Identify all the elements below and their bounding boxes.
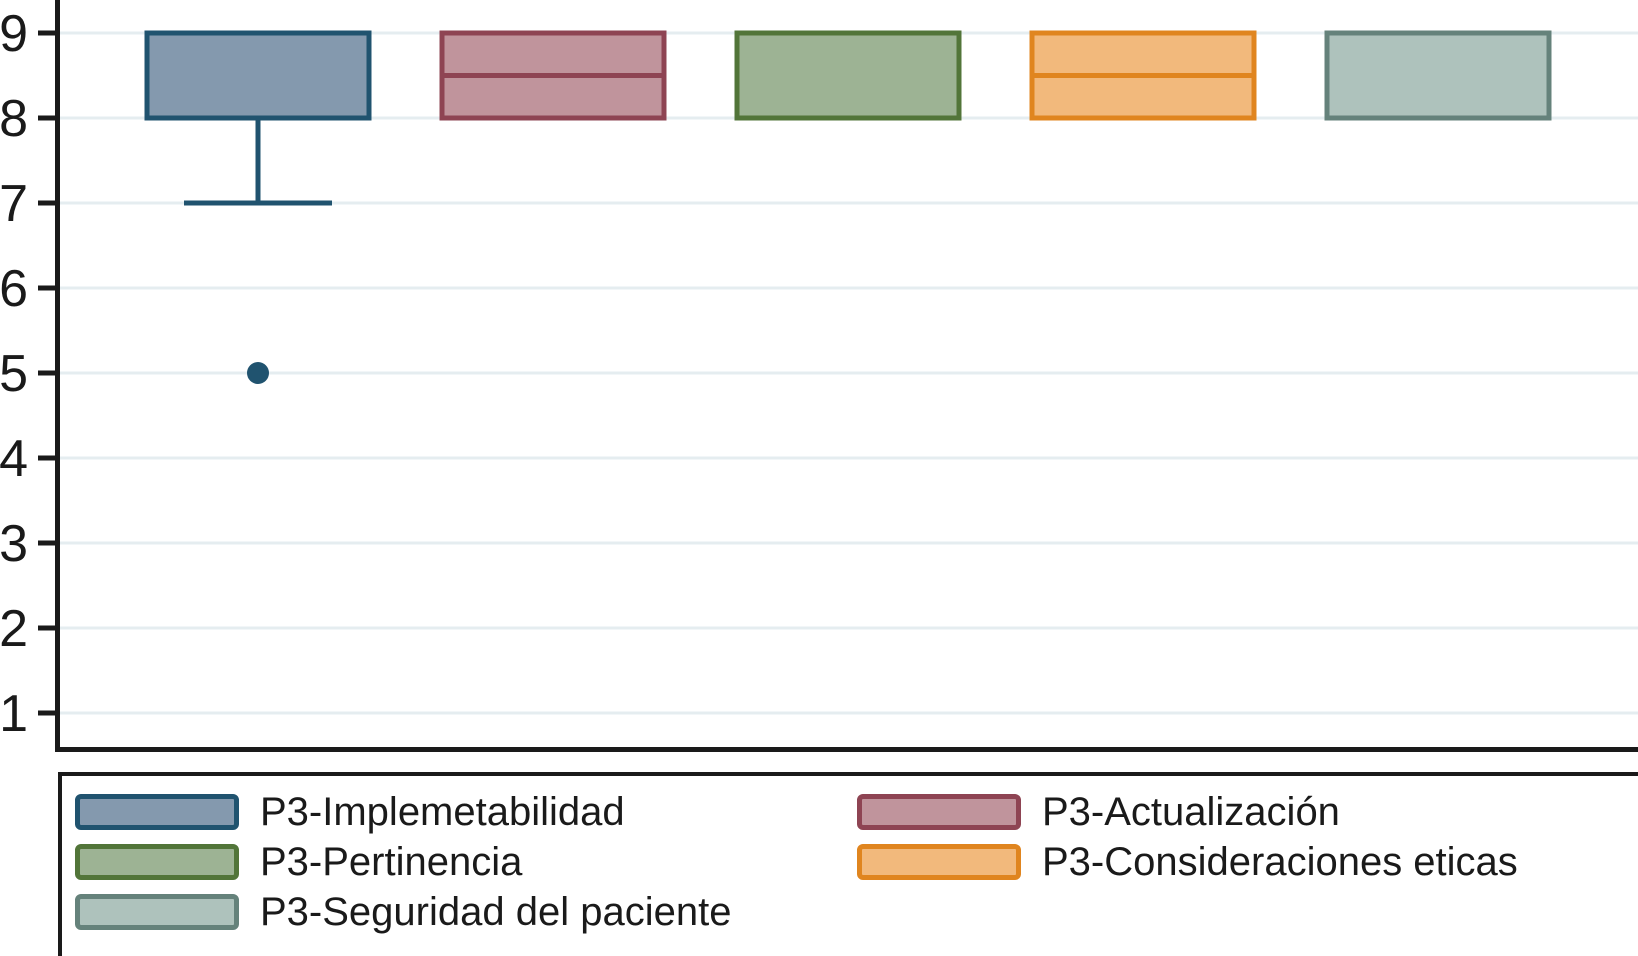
- y-axis-tick-label: 6: [0, 260, 28, 318]
- legend-entry: P3-Pertinencia: [75, 837, 857, 887]
- legend-swatch: [75, 894, 239, 930]
- legend-label: P3-Pertinencia: [260, 840, 523, 884]
- legend-column-left: P3-Implemetabilidad P3-Pertinencia P3-Segu…: [75, 787, 857, 956]
- y-axis-tick-label: 8: [0, 90, 28, 148]
- boxplot-chart: 1 2 3 4 5 6 7 8 9: [0, 0, 1638, 752]
- y-axis-tick-label: 9: [0, 5, 28, 63]
- legend-swatch: [75, 794, 239, 830]
- legend-entry: P3-Actualización: [857, 787, 1638, 837]
- y-axis-tick-label: 3: [0, 515, 28, 573]
- box-plot-box: [1324, 30, 1552, 121]
- y-axis-tick-label: 2: [0, 600, 28, 658]
- y-axis-tick-label: 1: [0, 685, 28, 743]
- legend-label: P3-Implemetabilidad: [260, 790, 625, 834]
- legend-swatch: [857, 794, 1021, 830]
- legend-swatch: [857, 844, 1021, 880]
- legend-entry: P3-Consideraciones eticas: [857, 837, 1638, 887]
- y-axis-tick-label: 7: [0, 175, 28, 233]
- legend-label: P3-Actualización: [1042, 790, 1340, 834]
- legend-label: P3-Seguridad del paciente: [260, 890, 732, 934]
- legend-entry: P3-Seguridad del paciente: [75, 887, 857, 937]
- outlier-dot: [247, 362, 269, 384]
- y-axis-tick-label: 4: [0, 430, 28, 488]
- legend-column-right: P3-Actualización P3-Consideraciones etica…: [857, 787, 1638, 956]
- legend-label: P3-Consideraciones eticas: [1042, 840, 1518, 884]
- legend-swatch: [75, 844, 239, 880]
- legend-entry: P3-Implemetabilidad: [75, 787, 857, 837]
- box-plot-box: [144, 30, 372, 121]
- chart-legend: P3-Implemetabilidad P3-Pertinencia P3-Segu…: [58, 772, 1638, 956]
- y-axis-tick-label: 5: [0, 345, 28, 403]
- box-plot-box: [734, 30, 962, 121]
